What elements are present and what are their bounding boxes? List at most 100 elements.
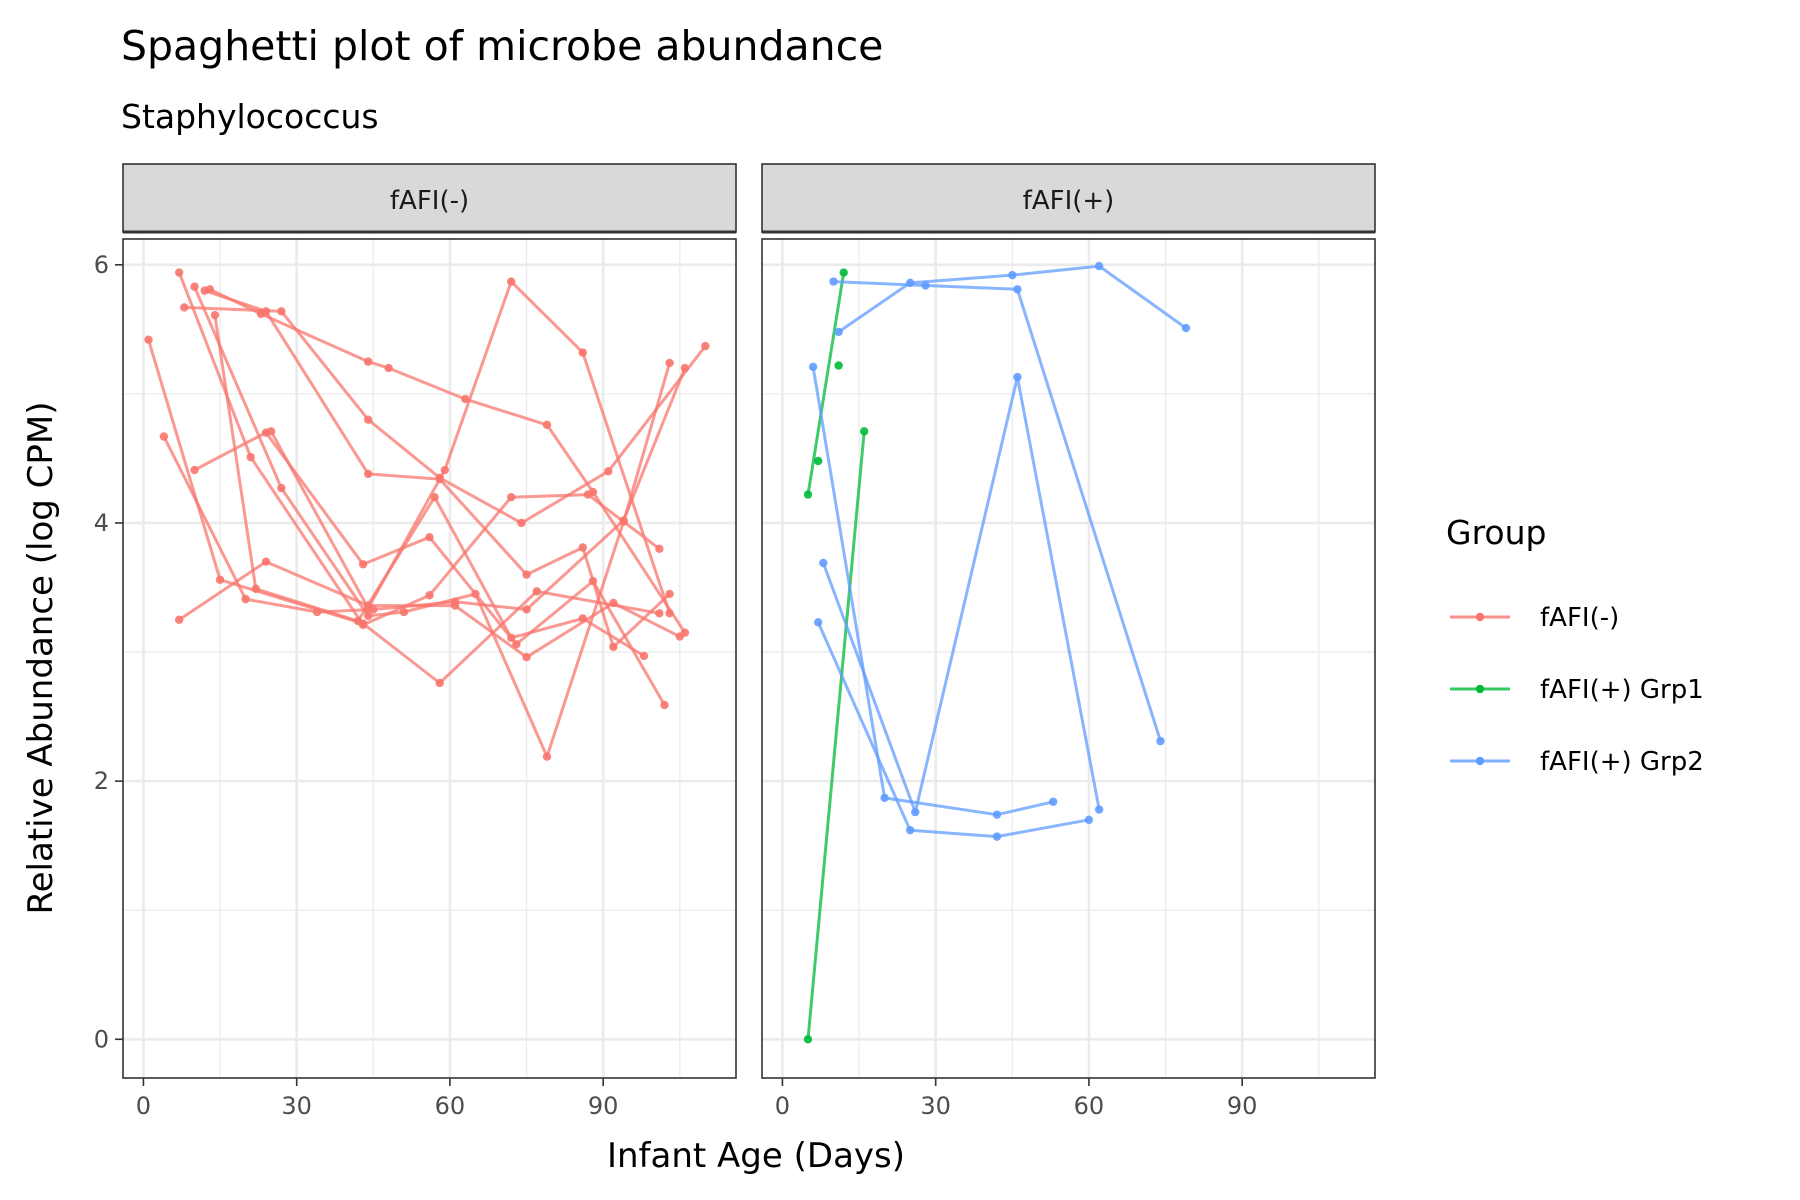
data-point	[1084, 815, 1094, 825]
data-point	[210, 310, 220, 320]
series-line	[806, 431, 866, 1040]
grid	[762, 239, 1375, 1078]
data-point	[251, 584, 261, 593]
series-line	[147, 339, 660, 685]
strip-label: fAFI(+)	[1023, 186, 1115, 216]
data-point	[813, 618, 823, 627]
data-point	[604, 467, 613, 476]
panel-border	[122, 238, 737, 1079]
data-point	[542, 752, 552, 761]
data-point	[364, 469, 373, 479]
legend-label: fAFI(-)	[1540, 603, 1619, 633]
data-point	[450, 601, 460, 610]
data-point	[512, 640, 521, 649]
series-lines	[803, 261, 1191, 1044]
x-tick-label: 90	[1227, 1092, 1258, 1120]
data-point	[144, 335, 153, 344]
legend-title: Group	[1446, 513, 1546, 552]
data-point	[241, 594, 250, 604]
data-point	[829, 277, 838, 286]
y-axis-title: Relative Abundance (log CPM)	[21, 402, 61, 915]
data-point	[1181, 323, 1191, 333]
data-point	[609, 642, 618, 652]
data-point	[992, 832, 1002, 841]
data-point	[425, 591, 434, 600]
data-point	[384, 363, 393, 373]
data-point	[639, 651, 649, 661]
legend-key-point	[1475, 684, 1485, 694]
series-line	[193, 431, 666, 706]
x-tick-label: 30	[920, 1092, 951, 1120]
data-point	[532, 587, 541, 596]
data-point	[358, 560, 368, 569]
data-point	[655, 609, 664, 618]
data-point	[1156, 736, 1165, 746]
chart-subtitle: Staphylococcus	[121, 97, 379, 136]
series-line	[193, 286, 672, 759]
data-point	[578, 543, 587, 552]
data-point	[435, 678, 444, 688]
data-point	[655, 544, 664, 553]
data-point	[507, 633, 516, 643]
data-point	[665, 609, 674, 618]
data-point	[588, 487, 598, 497]
data-point	[859, 427, 869, 436]
data-point	[353, 616, 363, 626]
x-axis: 0 30 60 90 0 30 60 90	[136, 1078, 1258, 1120]
x-tick-label: 60	[435, 1092, 466, 1120]
data-point	[364, 357, 373, 366]
data-point	[261, 557, 271, 566]
data-point	[522, 653, 531, 662]
x-tick-label: 0	[775, 1092, 790, 1120]
data-point	[905, 278, 915, 288]
series-line	[269, 280, 672, 614]
series-lines	[144, 268, 710, 761]
data-point	[619, 517, 628, 526]
data-point	[905, 825, 915, 835]
data-point	[665, 358, 674, 368]
series-line	[816, 621, 1090, 839]
x-tick-label: 60	[1074, 1092, 1105, 1120]
data-point	[522, 605, 531, 614]
data-point	[609, 598, 618, 608]
x-tick-label: 30	[281, 1092, 312, 1120]
data-point	[808, 362, 818, 371]
legend-item: fAFI(-)	[1450, 603, 1619, 633]
panel-fafi-positive: fAFI(+)	[761, 163, 1376, 1079]
data-point	[660, 700, 669, 710]
data-point	[364, 415, 373, 424]
series-line	[833, 280, 1162, 742]
data-point	[834, 361, 843, 370]
strip-background	[761, 163, 1376, 233]
legend-key-point	[1475, 756, 1485, 766]
y-tick-label: 4	[94, 509, 109, 537]
data-point	[507, 277, 516, 286]
data-point	[834, 327, 843, 337]
data-point	[471, 589, 480, 599]
y-tick-label: 0	[94, 1025, 109, 1053]
data-point	[1094, 261, 1104, 271]
data-point	[1013, 285, 1022, 294]
data-point	[190, 282, 199, 291]
x-tick-label: 90	[588, 1092, 619, 1120]
legend-label: fAFI(+) Grp2	[1540, 747, 1704, 777]
data-point	[215, 575, 225, 584]
data-point	[839, 268, 848, 277]
data-point	[174, 615, 184, 624]
data-point	[399, 607, 409, 617]
y-tick-label: 6	[94, 251, 109, 279]
legend: Group fAFI(-) fAFI(+) Grp1 fAFI(+) Grp2	[1446, 513, 1704, 777]
data-point	[205, 285, 215, 294]
data-point	[880, 793, 889, 803]
legend-key-point	[1475, 612, 1485, 622]
data-point	[517, 518, 526, 528]
data-point	[277, 483, 286, 493]
data-point	[803, 1035, 813, 1044]
data-point	[190, 465, 199, 475]
y-axis: 0 2 4 6	[94, 251, 123, 1053]
strip-background	[122, 163, 737, 233]
data-point	[364, 611, 373, 621]
data-point	[440, 465, 450, 475]
legend-item: fAFI(+) Grp1	[1450, 675, 1704, 705]
